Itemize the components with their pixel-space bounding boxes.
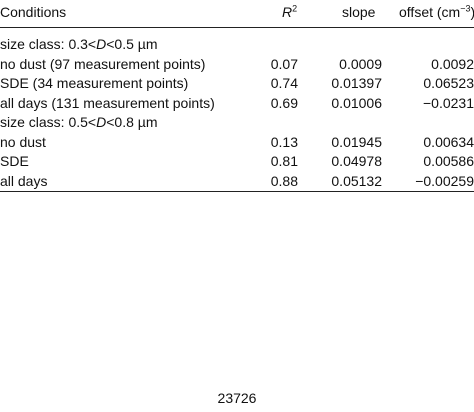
rule <box>0 27 474 28</box>
group-label-prefix: size class: 0.5< <box>0 114 97 130</box>
r2: 0.74 <box>270 75 298 91</box>
group-label: size class: 0.3<D<0.5 µm <box>0 35 158 53</box>
group-label-var: D <box>96 114 107 130</box>
r2: 0.07 <box>270 55 298 72</box>
slope: 0.04978 <box>331 153 382 169</box>
r2: 0.69 <box>270 94 298 111</box>
group-label-var: D <box>96 36 107 52</box>
offset: −0.00259 <box>415 172 474 189</box>
group-label: size class: 0.5<D<0.8 µm <box>0 113 158 131</box>
r2: 0.88 <box>270 172 298 189</box>
slope: 0.0009 <box>339 55 382 72</box>
header-conditions: Conditions <box>0 4 67 20</box>
group-label-mid: <0.5 <box>106 36 138 52</box>
slope: 0.01006 <box>331 94 382 111</box>
page-number: 23726 <box>217 390 257 406</box>
offset: 0.0092 <box>431 55 474 72</box>
condition: all days (131 measurement points) <box>0 94 215 111</box>
header-r2-text: R <box>282 4 293 20</box>
header-r2: R2 <box>282 3 297 21</box>
group-label-prefix: size class: 0.3< <box>0 36 97 52</box>
slope: 0.05132 <box>331 172 382 189</box>
slope: 0.01945 <box>331 133 382 150</box>
rule <box>0 191 474 192</box>
r2: 0.13 <box>270 133 298 150</box>
group-label-unit: µm <box>137 114 158 130</box>
condition: all days <box>0 172 48 189</box>
condition: SDE (34 measurement points) <box>0 75 189 91</box>
r2: 0.81 <box>270 153 298 169</box>
header-offset-sup: −3 <box>460 3 471 14</box>
offset: 0.06523 <box>423 75 474 91</box>
slope: 0.01397 <box>331 75 382 91</box>
header-offset-text: offset (cm <box>399 4 461 20</box>
condition: SDE <box>0 153 29 169</box>
header-offset: offset (cm−3) <box>399 3 474 21</box>
group-label-mid: <0.8 <box>106 114 138 130</box>
header-offset-close: ) <box>470 4 474 20</box>
condition: no dust (97 measurement points) <box>0 55 206 72</box>
header-r2-sup: 2 <box>292 3 298 14</box>
condition: no dust <box>0 133 46 150</box>
offset: 0.00586 <box>423 153 474 169</box>
header-slope: slope <box>342 4 376 20</box>
offset: −0.0231 <box>423 94 474 111</box>
offset: 0.00634 <box>423 133 474 150</box>
group-label-unit: µm <box>137 36 158 52</box>
